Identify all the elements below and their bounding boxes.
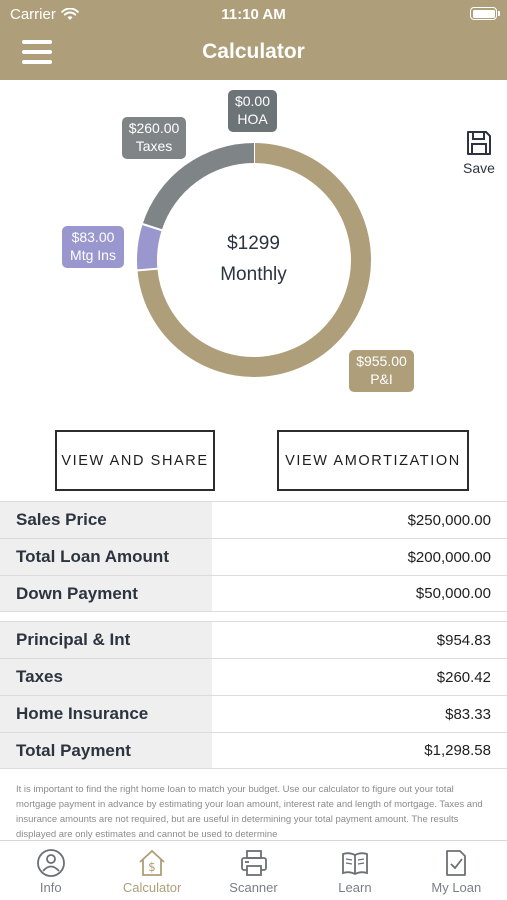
save-button[interactable]: Save [461,130,497,176]
donut-slice-taxes [142,143,255,231]
hoa-tag-label: HOA [237,111,268,127]
nav-bar: Calculator [0,28,507,80]
printer-icon [240,850,267,876]
tab-learn[interactable]: Learn [304,841,405,900]
payment-table: Principal & Int $954.83 Taxes $260.42 Ho… [0,621,507,769]
save-label: Save [463,160,495,176]
app-header: Carrier 11:10 AM Calculator [0,0,507,80]
page-title: Calculator [202,40,305,63]
row-label: Total Loan Amount [0,539,212,575]
donut-slice-p-i [137,143,371,377]
row-label: Down Payment [0,576,212,611]
tab-scanner[interactable]: Scanner [203,841,304,900]
battery-icon [470,7,500,20]
table-row[interactable]: Down Payment $50,000.00 [0,575,507,612]
tab-label: Learn [338,880,372,895]
tab-label: Calculator [122,880,182,895]
payment-donut-chart [136,142,371,377]
menu-button[interactable] [22,40,52,64]
row-label: Principal & Int [0,622,212,658]
monthly-label: Monthly [220,264,287,285]
pi-tag-value: $955.00 [356,353,407,369]
menu-icon-line [22,40,52,44]
menu-icon-line [22,60,52,64]
payment-chart: $1299 Monthly $0.00 HOA $260.00 Taxes $8… [0,80,507,410]
pi-tag-label: P&I [370,371,393,387]
row-value: $260.42 [436,668,491,686]
taxes-tag-value: $260.00 [128,120,180,136]
calculator-icon: $ [139,849,165,876]
table-row: Total Payment $1,298.58 [0,732,507,769]
monthly-amount: $1299 [227,233,280,254]
tab-info[interactable]: Info [0,841,101,900]
donut-separator [136,267,159,272]
row-label: Taxes [0,659,212,695]
hoa-tag: $0.00 HOA [228,90,277,132]
tab-label: My Loan [431,880,482,895]
pi-tag: $955.00 P&I [349,350,414,392]
carrier-label: Carrier [10,6,56,23]
tab-label: Scanner [229,880,278,895]
row-value: $50,000.00 [415,585,491,602]
row-label: Home Insurance [0,696,212,732]
taxes-tag-label: Taxes [135,138,173,154]
row-value: $954.83 [436,631,491,649]
row-value: $200,000.00 [407,548,491,566]
view-and-share-button[interactable]: VIEW AND SHARE [55,430,215,491]
row-value: $83.33 [445,705,491,723]
tab-calculator[interactable]: $ Calculator [101,841,202,900]
loan-table: Sales Price $250,000.00 Total Loan Amoun… [0,501,507,612]
taxes-tag: $260.00 Taxes [122,117,186,159]
row-value: $1,298.58 [424,742,491,759]
book-icon [342,852,368,876]
donut-slice-mtg-ins [137,224,162,271]
mtg-ins-tag-value: $83.00 [71,229,115,245]
mtg-ins-tag: $83.00 Mtg Ins [62,226,124,268]
row-label: Sales Price [0,502,212,538]
menu-icon-line [22,50,52,54]
tab-bar: Info $ Calculator Scanner Learn [0,840,507,900]
tab-label: Info [39,880,62,895]
save-icon [467,131,491,155]
table-row: Principal & Int $954.83 [0,621,507,658]
status-bar: Carrier 11:10 AM [0,0,507,28]
view-amortization-button[interactable]: VIEW AMORTIZATION [277,430,469,491]
wifi-icon [61,8,79,20]
carrier-indicator: Carrier [10,6,79,23]
document-check-icon [446,850,467,876]
status-time: 11:10 AM [221,6,286,23]
hoa-tag-value: $0.00 [234,93,271,109]
svg-text:$: $ [148,860,156,874]
donut-separator [141,222,163,232]
info-icon [36,849,65,877]
table-row[interactable]: Total Loan Amount $200,000.00 [0,538,507,575]
row-label: Total Payment [0,733,212,768]
table-row: Home Insurance $83.33 [0,695,507,732]
tab-my-loan[interactable]: My Loan [406,841,507,900]
table-row: Taxes $260.42 [0,658,507,695]
table-row[interactable]: Sales Price $250,000.00 [0,501,507,538]
disclaimer-text: It is important to find the right home l… [16,784,483,839]
row-value: $250,000.00 [407,511,491,529]
mtg-ins-tag-label: Mtg Ins [70,247,116,263]
